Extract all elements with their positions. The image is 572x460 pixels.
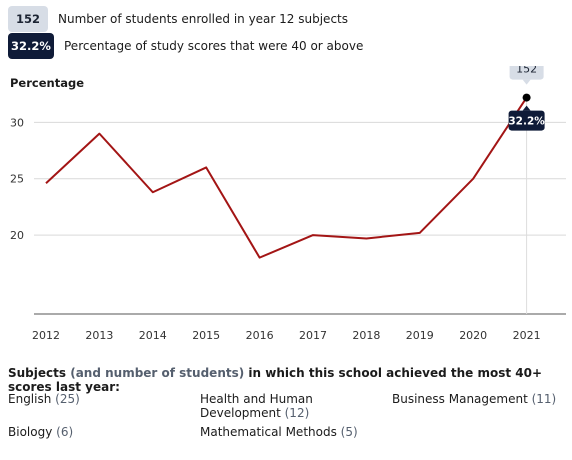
subject-item: Mathematical Methods (5) — [200, 425, 358, 439]
subject-name: Biology — [8, 425, 53, 439]
subjects-heading: Subjects (and number of students) in whi… — [8, 366, 572, 394]
subject-count: (25) — [55, 392, 80, 406]
data-point — [522, 93, 531, 102]
value-tooltip-pointer — [522, 105, 531, 111]
x-tick-label: 2015 — [192, 329, 220, 342]
legend-enrolled: 152 Number of students enrolled in year … — [8, 6, 348, 32]
subject-count: (12) — [284, 406, 310, 420]
y-tick-label: 20 — [10, 229, 24, 242]
x-tick-label: 2021 — [513, 329, 541, 342]
percentage-legend-label: Percentage of study scores that were 40 … — [64, 39, 364, 53]
series-line — [45, 97, 528, 259]
y-tick-label: 30 — [10, 116, 24, 129]
enrolled-count-badge: 152 — [8, 6, 48, 32]
x-tick-label: 2018 — [352, 329, 380, 342]
subject-name: Health and Human Development — [200, 392, 313, 420]
x-tick-label: 2014 — [139, 329, 167, 342]
subject-name: Mathematical Methods — [200, 425, 337, 439]
subjects-heading-a: Subjects — [8, 366, 67, 380]
subject-count: (11) — [531, 392, 557, 406]
legend-percentage: 32.2% Percentage of study scores that we… — [8, 33, 363, 59]
x-tick-label: 2019 — [406, 329, 434, 342]
subject-count: (5) — [340, 425, 358, 439]
value-tooltip-label: 32.2% — [508, 116, 545, 128]
subject-item: Biology (6) — [8, 425, 73, 439]
value-tooltip-box — [508, 110, 545, 131]
x-tick-label: 2013 — [85, 329, 113, 342]
x-tick-label: 2016 — [246, 329, 274, 342]
line-chart: Percentage 20 25 30 2012 2013 2014 2015 2016 2017… — [10, 66, 566, 342]
x-tick-label: 2012 — [32, 329, 60, 342]
x-tick-label: 2020 — [459, 329, 487, 342]
count-tooltip-pointer — [522, 79, 531, 85]
x-tick-label: 2017 — [299, 329, 327, 342]
subject-count: (6) — [56, 425, 74, 439]
enrolled-legend-label: Number of students enrolled in year 12 s… — [58, 12, 348, 26]
subject-item: Business Management (11) — [392, 392, 556, 406]
y-axis-label: Percentage — [10, 76, 84, 90]
subject-item: English (25) — [8, 392, 80, 406]
subject-item: Health and Human Development (12) — [200, 392, 380, 420]
subject-name: Business Management — [392, 392, 528, 406]
y-tick-label: 25 — [10, 173, 24, 186]
subjects-heading-b: (and number of students) — [70, 366, 245, 380]
subject-name: English — [8, 392, 52, 406]
subjects-heading-c: in which this school achieved the most 4… — [8, 366, 543, 394]
count-tooltip-box — [509, 66, 544, 80]
percentage-badge: 32.2% — [8, 33, 54, 59]
count-tooltip-label: 152 — [516, 66, 537, 76]
